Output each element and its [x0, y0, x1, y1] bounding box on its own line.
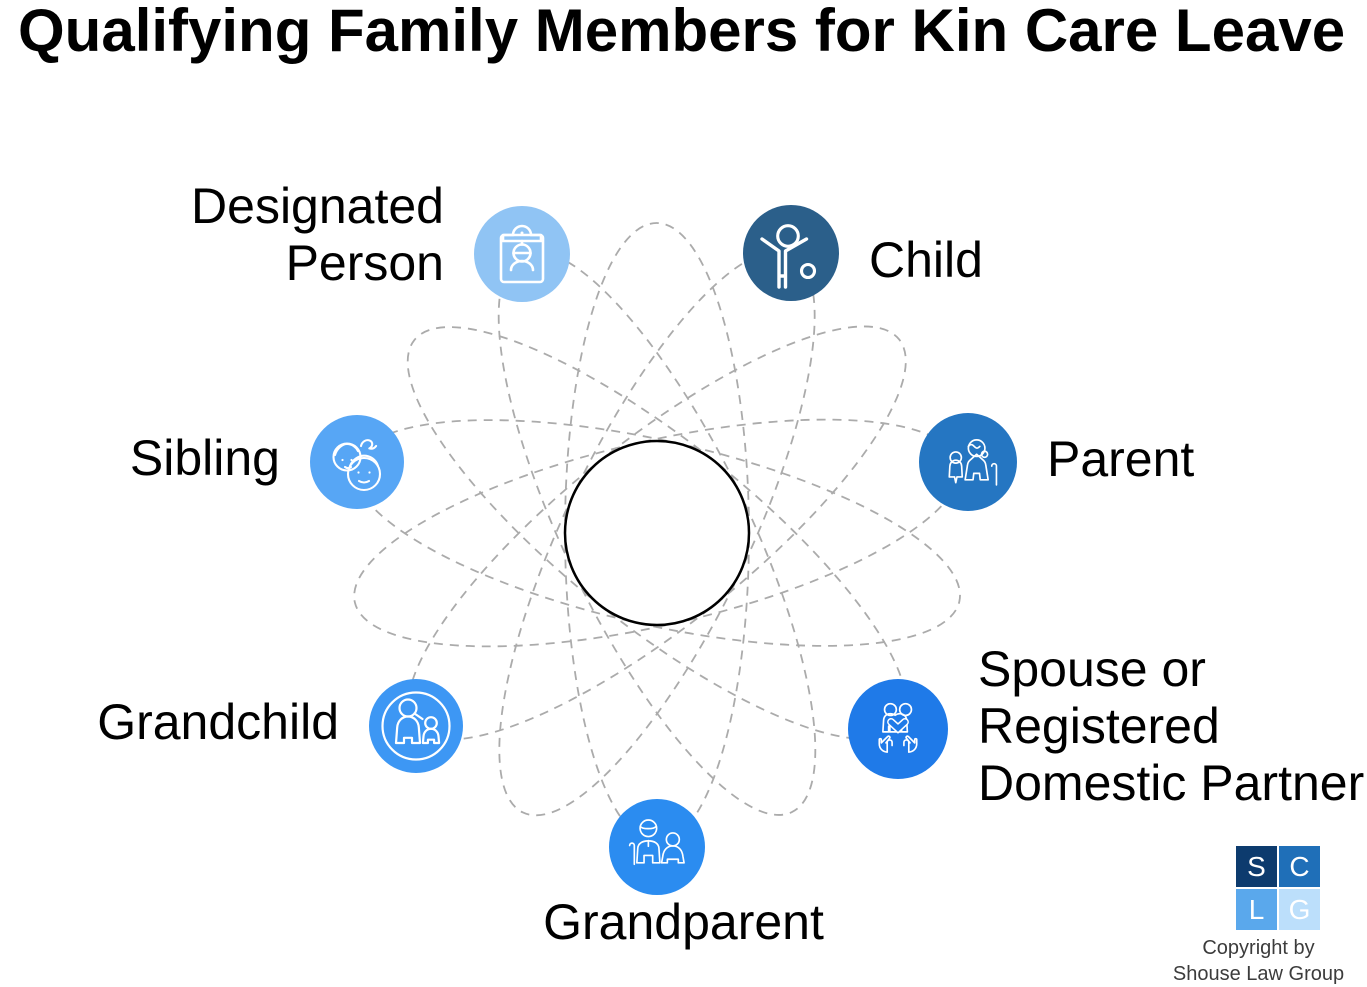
svg-text:C: C [1289, 851, 1309, 882]
svg-text:S: S [1247, 851, 1266, 882]
svg-text:L: L [1249, 894, 1265, 925]
svg-text:G: G [1289, 894, 1311, 925]
